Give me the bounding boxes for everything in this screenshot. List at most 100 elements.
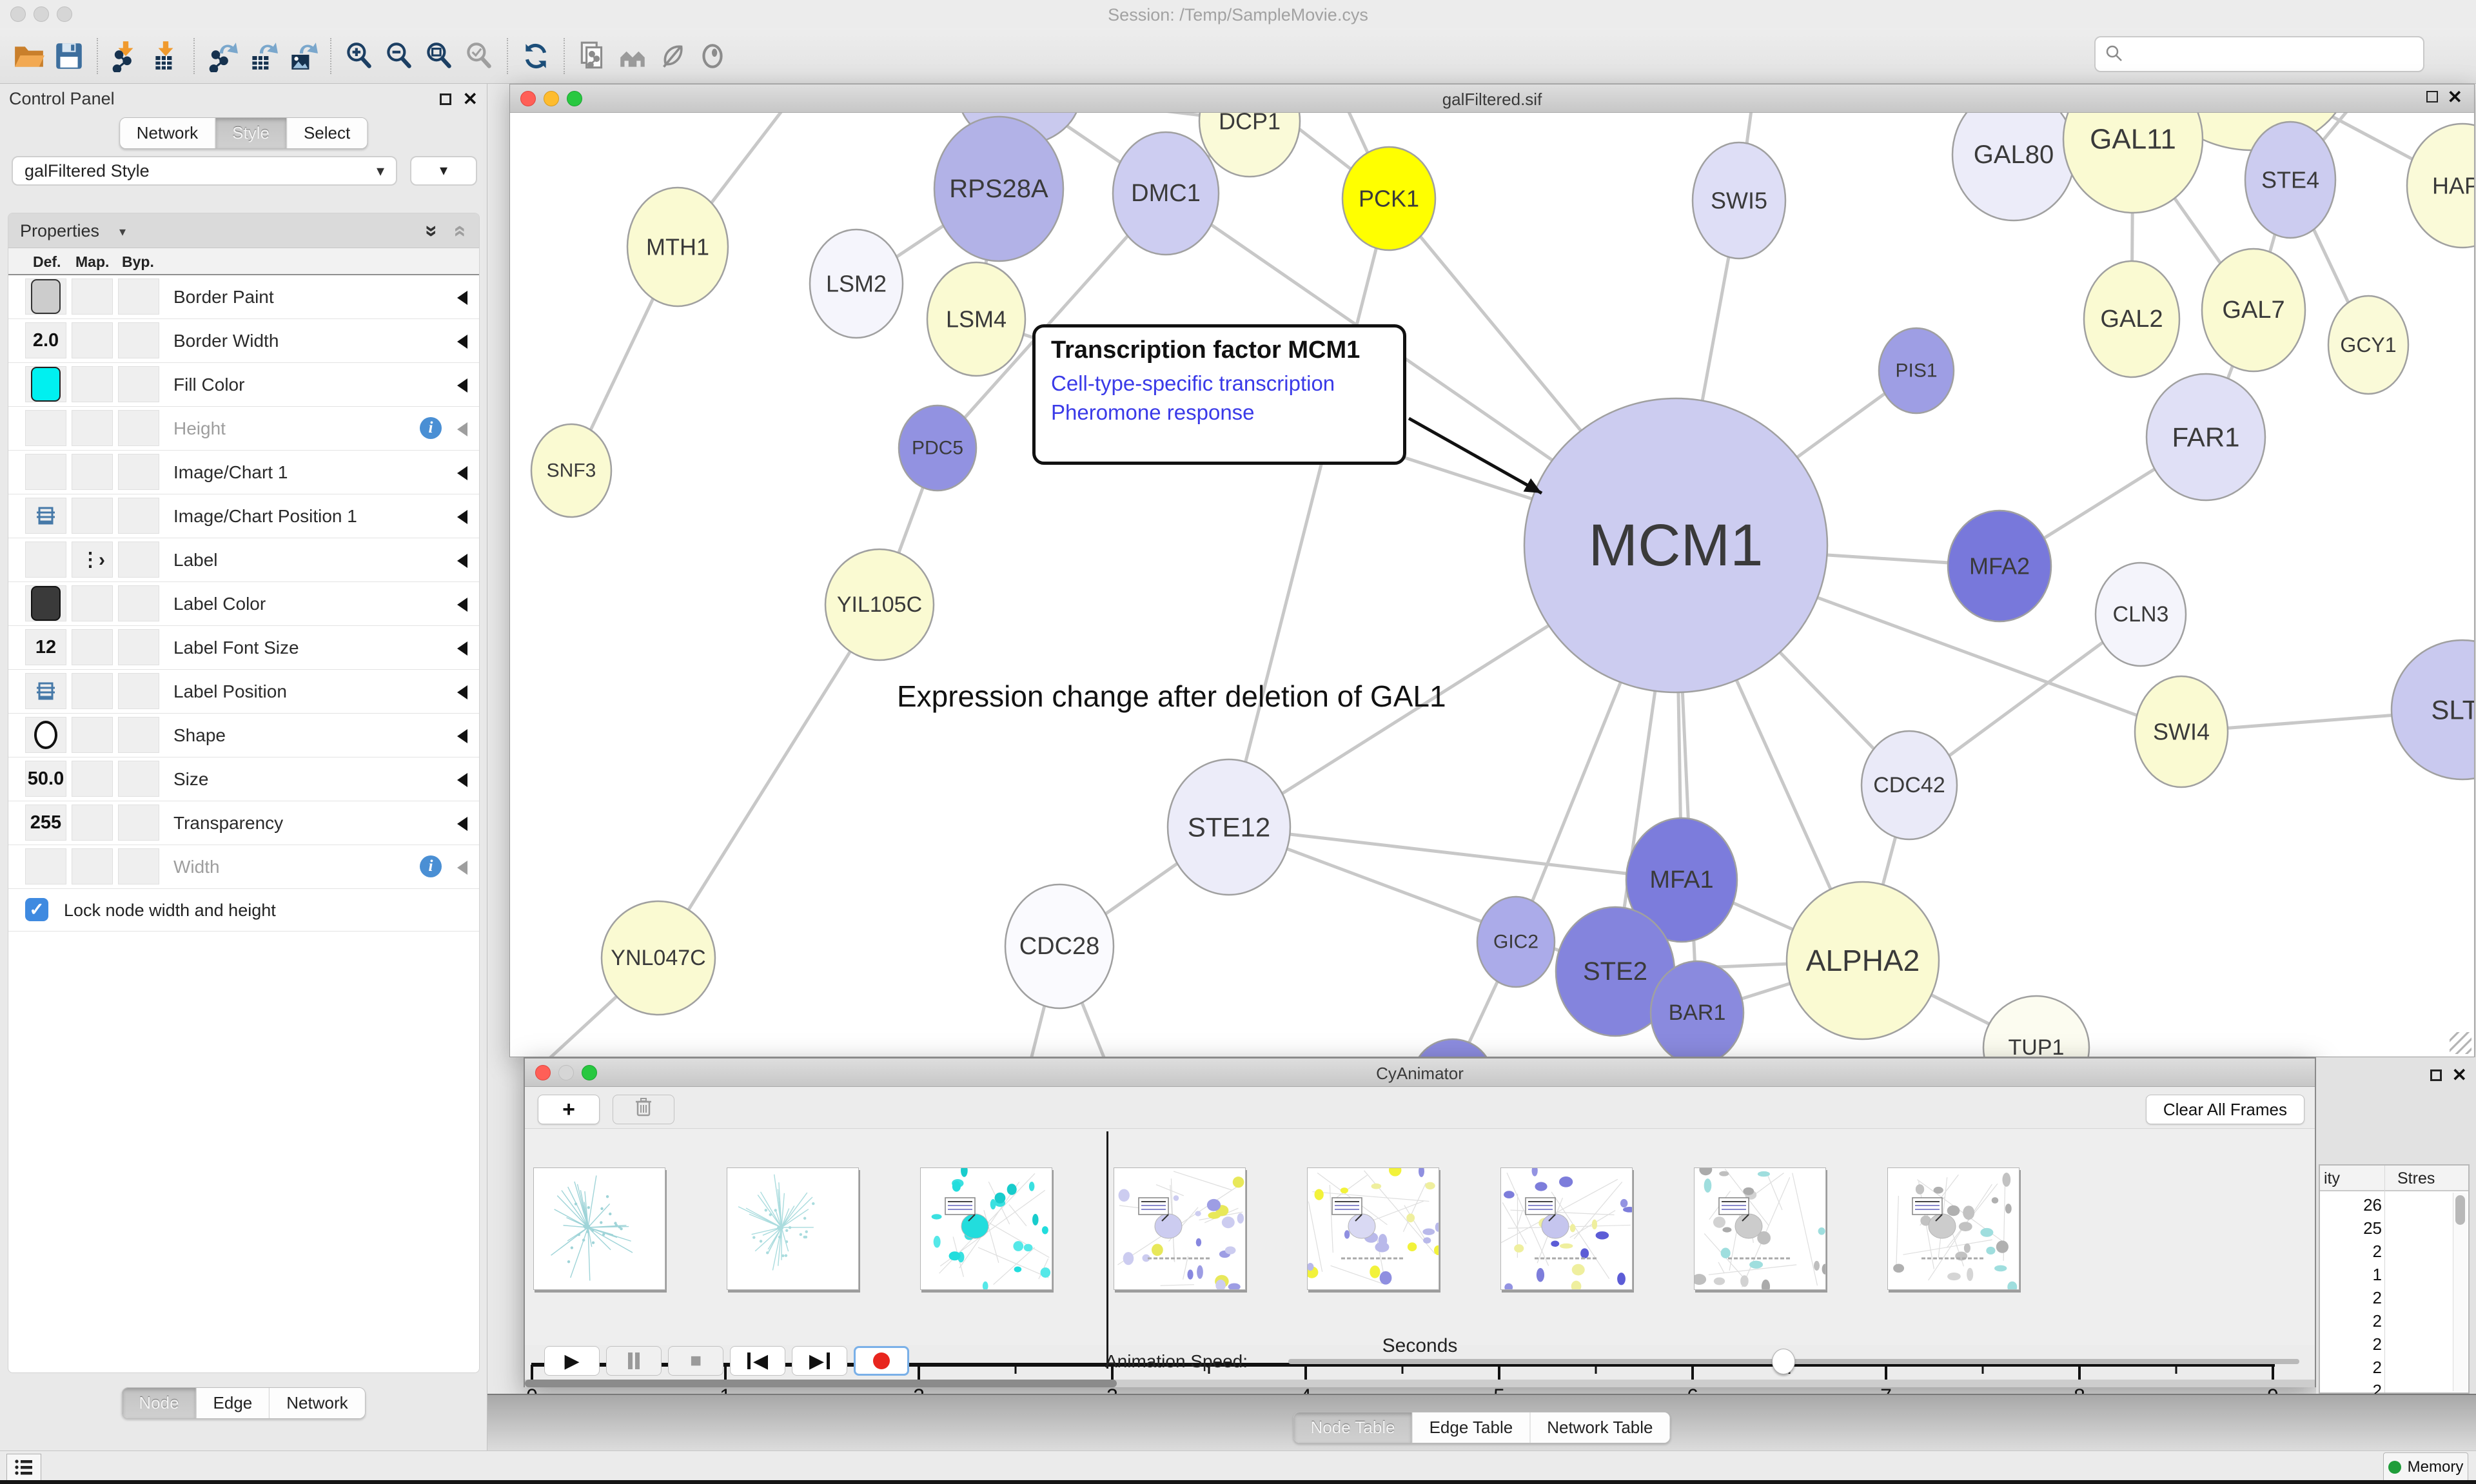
- property-row-shape[interactable]: Shape: [8, 714, 479, 757]
- timeline-frame-5[interactable]: [1500, 1165, 1636, 1292]
- bypass-cell[interactable]: [118, 366, 159, 402]
- add-frame-button[interactable]: +: [538, 1095, 600, 1124]
- table-row[interactable]: 2: [2372, 1334, 2382, 1354]
- table-header[interactable]: ity Stres: [2320, 1166, 2468, 1191]
- mapping-cell[interactable]: [72, 673, 113, 709]
- expand-row-icon[interactable]: [457, 598, 467, 612]
- timeline-scrollbar[interactable]: [525, 1380, 2315, 1387]
- timeline-frame-7[interactable]: [1887, 1167, 2019, 1293]
- tab-node-table[interactable]: Node Table: [1293, 1412, 1412, 1443]
- collapse-all-icon[interactable]: »: [446, 225, 471, 237]
- mapping-cell[interactable]: [72, 322, 113, 358]
- import-table-button[interactable]: [146, 34, 186, 78]
- network-node-DMC1[interactable]: [1112, 131, 1220, 256]
- network-node-SNF3[interactable]: [530, 423, 613, 518]
- network-node-BAR1[interactable]: [1649, 960, 1745, 1057]
- default-value-cell[interactable]: [25, 410, 66, 446]
- export-table-button[interactable]: [242, 34, 282, 78]
- speed-slider-thumb[interactable]: [1772, 1349, 1796, 1374]
- export-image-button[interactable]: [282, 34, 322, 78]
- animator-timeline[interactable]: 0123456789 Seconds: [525, 1128, 2315, 1408]
- animator-titlebar[interactable]: CyAnimator: [525, 1059, 2315, 1087]
- default-value-cell[interactable]: [25, 542, 66, 578]
- network-node-GCY1[interactable]: [2327, 295, 2410, 395]
- annotation-callout[interactable]: Transcription factor MCM1 Cell-type-spec…: [1032, 324, 1406, 465]
- close-view-icon[interactable]: ✕: [2447, 87, 2462, 107]
- search-field[interactable]: [2094, 36, 2424, 72]
- table-row[interactable]: 2: [2372, 1288, 2382, 1307]
- zoom-out-button[interactable]: [379, 34, 419, 78]
- network-node-GAL11[interactable]: [2062, 113, 2204, 214]
- network-node-PCK1[interactable]: [1341, 146, 1437, 251]
- task-history-button[interactable]: [6, 1454, 41, 1481]
- search-input[interactable]: [2124, 44, 2414, 64]
- close-panel-icon[interactable]: ✕: [2451, 1065, 2467, 1085]
- mapping-cell[interactable]: [72, 410, 113, 446]
- network-node-ALPHA2[interactable]: [1785, 881, 1940, 1040]
- bypass-cell[interactable]: [118, 322, 159, 358]
- speed-slider[interactable]: [1288, 1349, 2299, 1374]
- zoom-selected-button[interactable]: [459, 34, 499, 78]
- property-row-label-font-size[interactable]: 12 Label Font Size: [8, 626, 479, 670]
- mapping-cell[interactable]: [72, 629, 113, 665]
- timeline-frame-4[interactable]: [1305, 1164, 1442, 1290]
- bypass-cell[interactable]: [118, 542, 159, 578]
- expand-row-icon[interactable]: [457, 729, 467, 743]
- bypass-cell[interactable]: [118, 848, 159, 884]
- skip-end-button[interactable]: ▶: [792, 1346, 847, 1376]
- network-node-SWI4[interactable]: [2134, 675, 2229, 788]
- network-node-MFA1[interactable]: [1625, 817, 1738, 943]
- network-edge[interactable]: [1227, 198, 1391, 828]
- default-value-cell[interactable]: [25, 366, 66, 402]
- default-value-cell[interactable]: 12: [25, 629, 66, 665]
- network-edge[interactable]: [1228, 825, 1682, 882]
- memory-button[interactable]: Memory: [2383, 1452, 2468, 1482]
- default-value-cell[interactable]: [25, 717, 66, 753]
- network-node-LSM4[interactable]: [926, 261, 1027, 377]
- hide-selected-button[interactable]: [653, 34, 693, 78]
- expand-row-icon[interactable]: [457, 291, 467, 305]
- network-node-DCP1[interactable]: [1198, 113, 1301, 178]
- default-value-cell[interactable]: [25, 673, 66, 709]
- default-value-cell[interactable]: [25, 585, 66, 621]
- property-row-fill-color[interactable]: Fill Color: [8, 363, 479, 407]
- mapping-cell[interactable]: [72, 805, 113, 841]
- expand-row-icon[interactable]: [457, 335, 467, 349]
- network-node-MCM1[interactable]: [1523, 397, 1829, 694]
- tab-network[interactable]: Network: [119, 118, 215, 148]
- annotation-link-1[interactable]: Cell-type-specific transcription: [1051, 371, 1335, 395]
- table-row[interactable]: 2: [2372, 1358, 2382, 1377]
- play-button[interactable]: ▶: [544, 1346, 600, 1376]
- skip-start-button[interactable]: ◀: [730, 1346, 785, 1376]
- mapping-cell[interactable]: ⋮›: [72, 542, 113, 578]
- network-node-STE4[interactable]: [2244, 121, 2337, 239]
- tab-select[interactable]: Select: [286, 118, 368, 148]
- style-options-button[interactable]: ▾: [410, 156, 477, 186]
- default-value-cell[interactable]: [25, 454, 66, 490]
- window-minimize-button[interactable]: [34, 6, 49, 22]
- timeline-playhead[interactable]: [1106, 1131, 1108, 1369]
- timeline-frame-2[interactable]: [920, 1164, 1052, 1291]
- zoom-in-button[interactable]: [339, 34, 379, 78]
- default-value-cell[interactable]: [25, 848, 66, 884]
- bypass-cell[interactable]: [118, 410, 159, 446]
- info-icon[interactable]: i: [420, 855, 442, 877]
- network-window-titlebar[interactable]: galFiltered.sif ✕: [510, 84, 2474, 113]
- close-window-button[interactable]: [520, 91, 536, 106]
- network-node-CLN3[interactable]: [2094, 561, 2187, 667]
- expand-row-icon[interactable]: [457, 510, 467, 524]
- network-node-MFA2[interactable]: [1947, 509, 2052, 623]
- close-panel-icon[interactable]: ✕: [462, 89, 478, 109]
- mapping-cell[interactable]: [72, 585, 113, 621]
- zoom-fit-button[interactable]: [419, 34, 459, 78]
- network-node-CDC28[interactable]: [1004, 883, 1115, 1010]
- network-node-PIS1[interactable]: [1878, 327, 1955, 415]
- bypass-cell[interactable]: [118, 454, 159, 490]
- expand-row-icon[interactable]: [457, 378, 467, 393]
- default-value-cell[interactable]: 2.0: [25, 322, 66, 358]
- bypass-cell[interactable]: [118, 717, 159, 753]
- timeline-frame-6[interactable]: [1692, 1164, 1829, 1294]
- table-row[interactable]: 26: [2363, 1195, 2382, 1215]
- tab-network[interactable]: Network: [269, 1388, 365, 1418]
- zoom-window-button[interactable]: [567, 91, 582, 106]
